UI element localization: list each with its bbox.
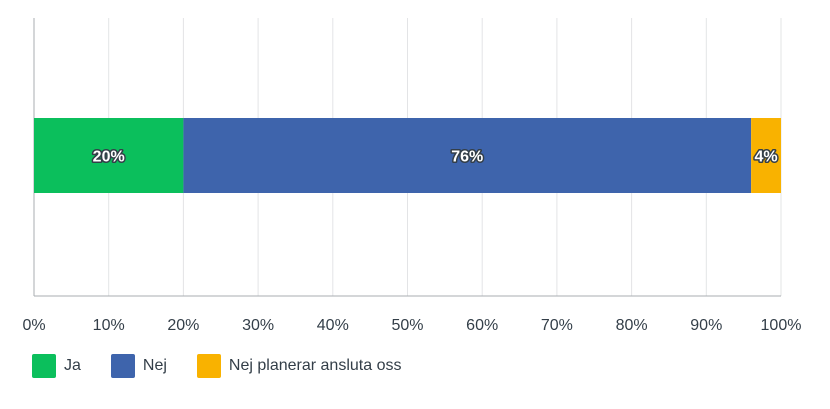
x-tick-label: 10% — [93, 317, 125, 334]
data-label: 4% — [754, 149, 777, 166]
legend-item: Nej planerar ansluta oss — [196, 354, 402, 378]
x-tick-label: 50% — [391, 317, 423, 334]
legend-item: Ja — [32, 354, 81, 378]
x-tick-labels: 0% 10% 20% 30% 40% 50% 60% 70% 80% 90% 100% — [22, 317, 801, 334]
x-tick-label: 100% — [761, 317, 802, 334]
x-tick-label: 70% — [541, 317, 573, 334]
legend-label: Nej — [142, 357, 167, 374]
bar-segment-ja — [34, 118, 184, 193]
x-tick-label: 60% — [466, 317, 498, 334]
legend-swatch — [110, 354, 135, 378]
x-tick-label: 30% — [242, 317, 274, 334]
x-tick-label: 90% — [690, 317, 722, 334]
bar-segment-nej — [183, 118, 752, 193]
legend-label: Nej planerar ansluta oss — [228, 357, 402, 374]
x-tick-label: 20% — [167, 317, 199, 334]
x-tick-label: 80% — [616, 317, 648, 334]
data-label: 20% — [93, 149, 125, 166]
data-label: 76% — [451, 149, 483, 166]
legend-swatch — [196, 354, 221, 378]
legend-label: Ja — [64, 357, 81, 374]
legend-swatch — [32, 354, 56, 378]
bar-segment-nej-planerar-ansluta-oss — [751, 118, 781, 193]
legend-item: Nej — [110, 354, 167, 378]
bars: 20% 76% 4% — [34, 118, 781, 193]
x-tick-label: 40% — [317, 317, 349, 334]
legend: Ja Nej Nej planerar ansluta oss — [32, 353, 431, 379]
x-tick-label: 0% — [22, 317, 45, 334]
